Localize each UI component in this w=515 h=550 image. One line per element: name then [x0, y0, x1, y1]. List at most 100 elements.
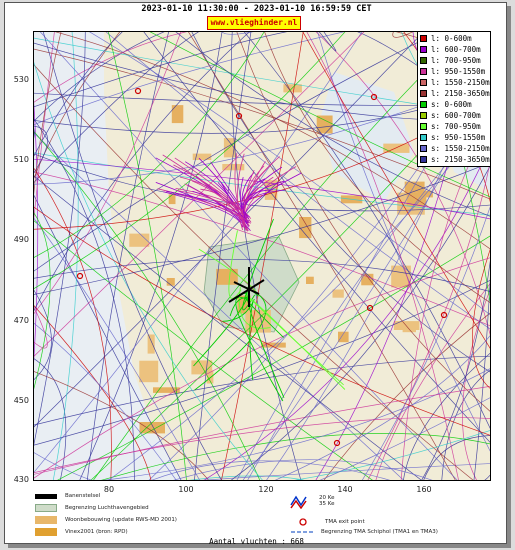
flight-track: [34, 32, 123, 157]
residential-patch: [299, 217, 312, 239]
flight-track: [34, 158, 490, 220]
flight-track: [34, 289, 52, 380]
flight-track: [421, 260, 490, 480]
residential-patch: [139, 422, 165, 434]
flight-track: [302, 32, 490, 349]
noise-contour-icon: [290, 495, 307, 509]
legend-label: s: 1550-2150m: [431, 144, 490, 153]
flight-count: Aantal vluchten : 668: [209, 537, 304, 546]
flight-track: [79, 32, 223, 480]
legend-swatch: [420, 46, 427, 53]
legend-item: l: 950-1550m: [420, 66, 488, 77]
residential-patch: [306, 276, 314, 284]
flight-track: [361, 206, 490, 480]
flight-track: [34, 32, 363, 473]
y-tick-label: 470: [13, 316, 29, 325]
legend-label: l: 2150-3650m: [431, 89, 490, 98]
key-vinex: Vinex2001 (bron: RPD): [35, 528, 128, 536]
y-tick-label: 490: [13, 235, 29, 244]
approach-track: [179, 176, 244, 228]
flight-track: [34, 206, 490, 436]
approach-track: [242, 189, 273, 223]
flight-track: [34, 118, 135, 480]
residential-patch: [316, 115, 333, 134]
runway-swatch: [35, 493, 57, 499]
approach-track: [243, 161, 266, 230]
flight-track: [441, 369, 490, 480]
flight-track: [42, 32, 222, 480]
flight-track: [462, 288, 490, 480]
legend-label: s: 700-950m: [431, 122, 481, 131]
flight-track: [293, 430, 490, 480]
flight-track: [34, 32, 365, 357]
flight-track: [34, 162, 490, 295]
flight-track: [149, 32, 490, 198]
legend-label: s: 2150-3650m: [431, 155, 490, 164]
time-range-title: 2023-01-10 11:30:00 - 2023-01-10 16:59:5…: [141, 4, 372, 14]
flight-track: [34, 32, 345, 126]
approach-track: [163, 191, 243, 228]
flight-track: [108, 32, 187, 480]
key-noise-contours: 20 Ke 35 Ke: [289, 493, 334, 509]
x-tick-label: 160: [416, 485, 432, 494]
legend-label: l: 0-600m: [431, 34, 472, 43]
legend-label: l: 600-700m: [431, 45, 481, 54]
residential-patch: [283, 84, 302, 93]
tma-exit-point: [366, 304, 374, 312]
legend-label: l: 1550-2150m: [431, 78, 490, 87]
legend-swatch: [420, 35, 427, 42]
airport-zone: [203, 236, 300, 333]
legend-item: s: 2150-3650m: [420, 154, 490, 165]
tma-exit-point: [333, 439, 341, 447]
key-tma-boundary: Begrenzing TMA Schiphol (TMA1 en TMA3): [291, 529, 438, 535]
tma-exit-point: [235, 112, 243, 120]
key-airport-boundary: Begrenzing Luchthavengebied: [35, 504, 149, 512]
departure-track: [229, 297, 248, 317]
residential-patch: [166, 278, 175, 286]
airport-swatch: [35, 504, 57, 512]
y-tick-label: 430: [13, 475, 29, 484]
flight-track: [221, 32, 254, 35]
legend-swatch: [420, 112, 427, 119]
flight-track: [472, 248, 490, 389]
flight-track: [34, 32, 121, 179]
flight-track: [101, 433, 490, 480]
flight-track: [243, 32, 490, 429]
legend-item: s: 0-600m: [420, 99, 488, 110]
legend-item: s: 600-700m: [420, 110, 488, 121]
flight-track: [34, 168, 112, 480]
legend-item: l: 2150-3650m: [420, 88, 490, 99]
key-label: Vinex2001 (bron: RPD): [65, 529, 128, 535]
flight-track: [175, 32, 490, 217]
residential-patch: [261, 342, 286, 348]
site-link[interactable]: www.vlieghinder.nl: [207, 16, 301, 30]
key-label: 20 Ke: [319, 495, 335, 501]
residential-patch: [393, 321, 420, 330]
flight-track: [34, 132, 404, 480]
approach-track: [236, 153, 245, 231]
residential-patch: [223, 138, 236, 158]
legend-label: s: 600-700m: [431, 111, 481, 120]
flight-track: [34, 305, 152, 480]
key-runways: Banenstelsel: [35, 493, 100, 499]
legend-item: l: 600-700m: [420, 44, 488, 55]
y-tick-label: 450: [13, 396, 29, 405]
key-label: Begrenzing TMA Schiphol (TMA1 en TMA3): [321, 529, 438, 535]
flight-track: [34, 371, 209, 480]
tma-exit-point: [370, 93, 378, 101]
legend-label: s: 950-1550m: [431, 133, 486, 142]
legend-item: s: 700-950m: [420, 121, 488, 132]
departure-track: [198, 248, 257, 293]
flight-track: [151, 460, 390, 480]
flight-track: [319, 397, 490, 480]
flight-track: [34, 153, 490, 212]
flight-track: [34, 32, 346, 289]
key-label: 35 Ke: [319, 501, 335, 507]
x-tick-label: 80: [103, 485, 115, 494]
approach-track: [244, 172, 302, 224]
legend-swatch: [420, 123, 427, 130]
legend-label: s: 0-600m: [431, 100, 472, 109]
residential-patch: [216, 268, 238, 285]
x-tick-label: 140: [337, 485, 353, 494]
flight-track: [230, 165, 490, 480]
